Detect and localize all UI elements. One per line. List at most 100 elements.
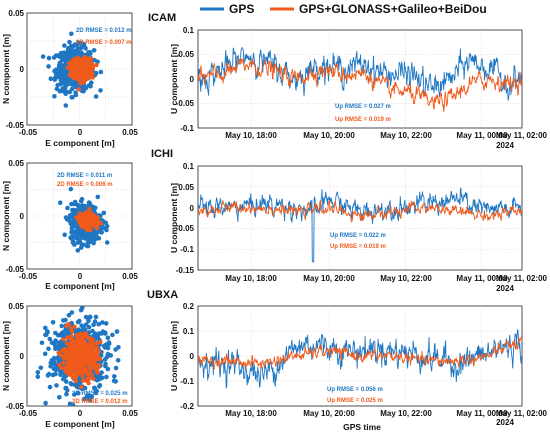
scatter-ytick: 0.05 [8, 9, 24, 18]
multi-point [79, 384, 84, 390]
gps-point [78, 245, 84, 250]
gps-point [94, 388, 99, 394]
gps-point [72, 392, 77, 397]
station-title-2: UBXA [147, 289, 178, 301]
scatter-multi-rmse: 2D RMSE = 0.007 m [76, 40, 132, 46]
gps-point [52, 68, 57, 74]
multi-point [89, 219, 94, 225]
gps-point [91, 385, 97, 391]
timeseries-xtick: May 10, 20:00 [303, 409, 355, 418]
gps-point [72, 201, 77, 207]
scatter-xtick: 0 [78, 409, 83, 418]
gps-point [98, 353, 104, 358]
scatter-ytick: 0 [20, 352, 25, 361]
gps-point [93, 314, 99, 320]
gps-point [73, 92, 79, 98]
multi-point [74, 63, 79, 69]
gps-point [111, 378, 117, 384]
gps-point [66, 313, 72, 318]
timeseries-gps-line [198, 187, 522, 263]
timeseries-year: 2024 [496, 141, 514, 150]
gps-point [67, 219, 73, 224]
gps-point [98, 69, 104, 75]
gps-point [69, 310, 75, 315]
gps-point [93, 70, 99, 76]
scatter-xtick: -0.05 [19, 272, 38, 281]
gps-point [65, 331, 71, 337]
gps-point [76, 390, 81, 396]
timeseries-xtick: May 10, 18:00 [225, 274, 277, 283]
timeseries-ytick: -0.05 [176, 99, 195, 108]
multi-point [64, 323, 69, 329]
gps-point [52, 94, 57, 99]
gps-point [104, 240, 110, 245]
gps-point [113, 347, 118, 352]
scatter-ylabel: N component [m] [1, 181, 11, 251]
gps-point [87, 394, 93, 400]
multi-point [91, 354, 96, 360]
multi-point [80, 378, 86, 383]
gps-point [53, 338, 58, 343]
gps-point [87, 397, 93, 403]
gps-point [64, 391, 69, 397]
gps-point [62, 374, 67, 380]
gps-point [53, 343, 58, 349]
multi-point [65, 353, 70, 358]
gps-point [86, 316, 91, 322]
multi-point [82, 367, 87, 373]
multi-point [86, 380, 91, 386]
timeseries-ytick: 0.05 [178, 50, 194, 59]
timeseries-gps-rmse: Up RMSE = 0.056 m [327, 387, 383, 393]
multi-point [87, 214, 93, 219]
gps-point [91, 333, 96, 339]
multi-point [71, 66, 76, 72]
timeseries-ytick: 0.05 [178, 183, 194, 192]
gps-point [77, 318, 82, 324]
multi-point [74, 338, 79, 344]
gps-point [75, 203, 81, 208]
scatter-multi-points [56, 321, 103, 390]
multi-point [70, 343, 76, 348]
timeseries-grid [198, 30, 522, 128]
multi-point [95, 215, 100, 220]
multi-point [69, 59, 74, 64]
multi-point [76, 347, 82, 352]
gps-point [35, 370, 41, 375]
timeseries-xtick: May 10, 22:00 [380, 409, 432, 418]
multi-point [96, 349, 101, 355]
timeseries-ytick: -0.1 [180, 245, 194, 254]
timeseries-gps-line [198, 329, 522, 389]
gps-point [94, 233, 99, 238]
gps-point [96, 384, 102, 389]
gps-point [46, 55, 52, 61]
timeseries-xtick: May 11, 00:00 [456, 131, 508, 140]
timeseries-year: 2024 [496, 418, 514, 427]
gps-point [86, 325, 92, 330]
gps-point [115, 358, 121, 363]
multi-point [77, 360, 82, 366]
scatter-gps-rmse: 2D RMSE = 0.011 m [57, 173, 112, 179]
gps-point [85, 52, 90, 58]
scatter-xlabel: E component [m] [45, 138, 115, 148]
multi-point [56, 350, 61, 355]
gps-point [99, 230, 104, 235]
gps-point [73, 328, 79, 333]
timeseries-ytick: 0 [190, 204, 195, 213]
timeseries-xtick: May 10, 18:00 [225, 131, 277, 140]
multi-point [66, 360, 72, 366]
gps-point [50, 320, 56, 325]
scatter-ytick: 0.05 [8, 159, 24, 168]
timeseries-xtick: May 10, 22:00 [380, 274, 432, 283]
scatter-panel-icam: 0.05 0 -0.05 -0.05 0 0.05 E component [m… [1, 9, 138, 148]
timeseries-multi-line [198, 199, 522, 224]
gps-point [51, 55, 57, 60]
multi-point [80, 214, 85, 219]
gps-point [101, 210, 107, 216]
multi-point [74, 67, 79, 73]
gps-point [66, 78, 72, 83]
scatter-xtick: -0.05 [19, 128, 38, 137]
gps-point [63, 85, 68, 90]
multi-point [85, 353, 90, 358]
gps-point [75, 49, 81, 55]
timeseries-ylabel: U component [m] [169, 44, 179, 114]
